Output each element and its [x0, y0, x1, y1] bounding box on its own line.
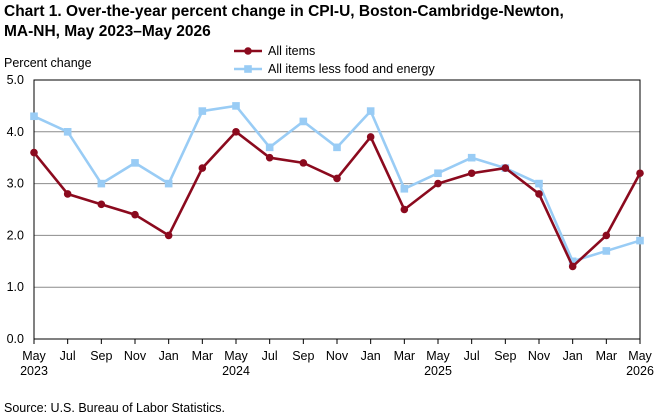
- data-point: [434, 169, 442, 178]
- data-point: [30, 112, 38, 121]
- data-point: [232, 128, 240, 136]
- data-point: [97, 179, 106, 188]
- data-point: [131, 210, 139, 219]
- x-tick-label-month: Nov: [124, 349, 147, 363]
- x-tick-label-month: Sep: [90, 349, 112, 363]
- data-point: [198, 107, 207, 115]
- data-point: [366, 133, 375, 141]
- x-tick-label-month: Sep: [494, 349, 516, 363]
- x-tick-label-month: Jul: [262, 349, 278, 363]
- data-point: [636, 169, 644, 178]
- chart-title: Chart 1. Over-the-year percent change in…: [4, 2, 644, 42]
- x-tick-label-month: Jan: [563, 349, 583, 363]
- data-point: [467, 169, 476, 178]
- data-point: [63, 128, 72, 136]
- data-point: [164, 179, 173, 188]
- data-point: [467, 153, 476, 162]
- data-point: [97, 200, 106, 209]
- x-tick-label-month: Jul: [60, 349, 76, 363]
- x-tick-label-year: 2026: [626, 364, 654, 378]
- chart-title-line-2: MA-NH, May 2023–May 2026: [4, 23, 211, 40]
- data-point: [602, 231, 611, 240]
- data-point: [131, 159, 139, 167]
- data-point: [636, 236, 644, 245]
- data-point: [333, 174, 341, 183]
- chart-title-line-1: Chart 1. Over-the-year percent change in…: [4, 3, 564, 20]
- legend-swatch-marker: [244, 65, 252, 73]
- y-tick-label: 3.0: [7, 177, 24, 191]
- y-tick-label: 0.0: [7, 332, 24, 346]
- x-tick-label-month: May: [628, 349, 652, 363]
- x-tick-label-month: Jul: [464, 349, 480, 363]
- data-point: [535, 179, 543, 188]
- x-tick-label-month: Mar: [596, 349, 618, 363]
- x-tick-label-month: Jan: [361, 349, 381, 363]
- data-point: [568, 257, 577, 266]
- y-axis: 0.0 1.0 2.0 3.0 4.0 5.0: [7, 73, 24, 346]
- x-tick-label-month: May: [224, 349, 248, 363]
- x-tick-label-year: 2025: [424, 364, 452, 378]
- data-point: [30, 148, 38, 157]
- y-tick-label: 2.0: [7, 228, 24, 242]
- x-tick-label-month: Jan: [159, 349, 179, 363]
- data-point: [501, 164, 510, 172]
- source-note: Source: U.S. Bureau of Labor Statistics.: [4, 401, 225, 415]
- data-point: [400, 184, 409, 193]
- x-tick-label-month: Nov: [326, 349, 349, 363]
- data-point: [198, 164, 207, 172]
- data-point: [299, 117, 308, 126]
- data-point: [164, 231, 173, 240]
- legend: All items All items less food and energy: [234, 44, 436, 76]
- x-tick-label-month: May: [22, 349, 46, 363]
- data-point: [232, 102, 240, 110]
- x-tick-label-month: Nov: [528, 349, 551, 363]
- data-point: [265, 153, 274, 162]
- data-point: [434, 179, 442, 188]
- x-tick-label-year: 2024: [222, 364, 250, 378]
- x-tick-label-month: Mar: [394, 349, 416, 363]
- data-point: [568, 262, 577, 271]
- x-tick-label-month: Mar: [192, 349, 214, 363]
- y-axis-label: Percent change: [4, 56, 92, 70]
- legend-swatch-marker: [244, 47, 252, 55]
- data-point: [299, 159, 308, 167]
- x-tick-label-month: May: [426, 349, 450, 363]
- y-tick-label: 5.0: [7, 73, 24, 87]
- x-tick-label-month: Sep: [292, 349, 314, 363]
- series-layer: [30, 102, 644, 271]
- data-point: [265, 143, 274, 152]
- data-point: [400, 205, 409, 214]
- x-tick-label-year: 2023: [20, 364, 48, 378]
- legend-label: All items less food and energy: [268, 62, 436, 76]
- y-tick-label: 4.0: [7, 125, 24, 139]
- data-point: [63, 190, 72, 198]
- y-tick-label: 1.0: [7, 280, 24, 294]
- series-line: [32, 130, 642, 268]
- data-point: [333, 143, 341, 152]
- data-point: [602, 247, 611, 255]
- legend-label: All items: [268, 44, 315, 58]
- data-point: [366, 107, 375, 115]
- data-point: [535, 190, 543, 198]
